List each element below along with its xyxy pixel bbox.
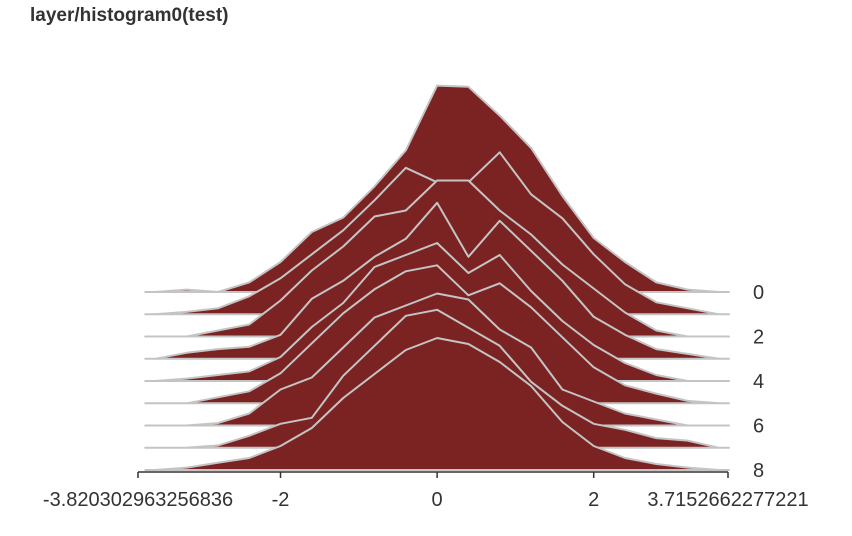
x-axis: -3.820302963256836 -2 0 2 3.7152662277221 xyxy=(43,471,809,511)
chart-title: layer/histogram0(test) xyxy=(30,5,229,26)
y-axis: 0 2 4 6 8 xyxy=(753,282,764,482)
y-tick-label: 4 xyxy=(753,371,764,393)
y-tick-label: 0 xyxy=(753,282,764,304)
ridges-group xyxy=(144,84,730,471)
x-tick-label: 0 xyxy=(432,489,443,511)
x-tick-label: 3.7152662277221 xyxy=(647,489,808,511)
ridge-8 xyxy=(144,337,730,471)
x-tick-label: 2 xyxy=(588,489,599,511)
y-tick-label: 8 xyxy=(753,460,764,482)
y-tick-label: 2 xyxy=(753,327,764,349)
x-tick-label: -3.820302963256836 xyxy=(43,489,233,511)
x-tick-label: -2 xyxy=(272,489,290,511)
y-tick-label: 6 xyxy=(753,416,764,438)
